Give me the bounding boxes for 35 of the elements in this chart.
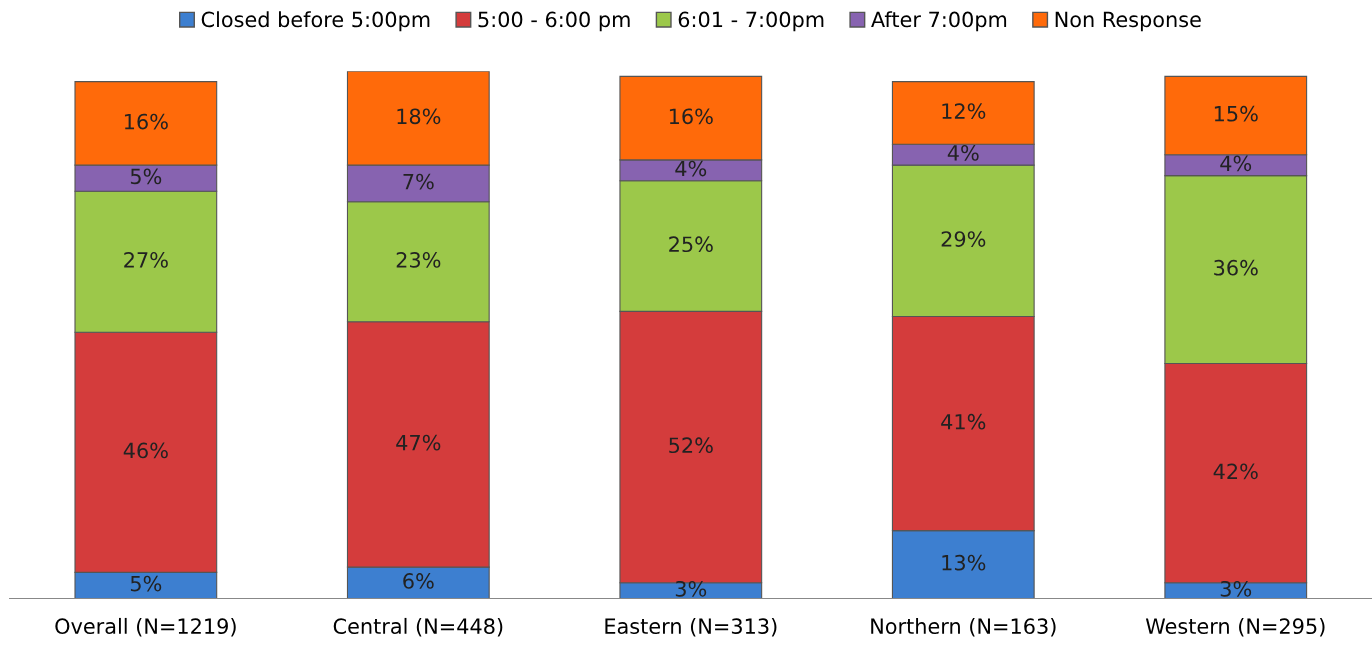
data-label: 18% — [397, 108, 441, 125]
data-label: 16% — [669, 108, 713, 125]
data-label: 27% — [124, 252, 168, 268]
data-label: 25% — [669, 236, 713, 253]
data-label: 29% — [941, 231, 986, 247]
legend-label: Closed before 5:00pm — [201, 11, 430, 32]
legend-label: 5:00 - 6:00 pm — [478, 11, 630, 32]
x-tick-label: Overall (N=1219) — [55, 617, 236, 637]
data-label: 16% — [124, 113, 168, 130]
data-label: 4% — [947, 144, 979, 161]
legend-label: After 7:00pm — [871, 11, 1007, 32]
x-tick-label: Central (N=448) — [333, 617, 503, 637]
data-label: 3% — [675, 580, 707, 597]
legend-label: Non Response — [1055, 11, 1201, 32]
data-label: 15% — [1214, 105, 1258, 122]
data-label: 36% — [1214, 259, 1258, 276]
data-label: 23% — [396, 252, 441, 268]
data-label: 47% — [396, 434, 441, 451]
x-tick-label: Northern (N=163) — [871, 617, 1056, 637]
data-label: 42% — [1213, 463, 1258, 480]
x-tick-label: Western (N=295) — [1145, 617, 1325, 637]
data-label: 7% — [403, 173, 434, 190]
legend-label: 6:01 - 7:00pm — [678, 11, 824, 32]
data-label: 46% — [123, 442, 168, 459]
data-label: 12% — [942, 103, 986, 119]
x-tick-label: Eastern (N=313) — [605, 617, 777, 637]
data-label: 5% — [130, 575, 162, 592]
data-label: 3% — [1220, 580, 1252, 597]
data-label: 5% — [130, 168, 162, 185]
data-label: 41% — [941, 413, 986, 430]
data-label: 13% — [942, 554, 986, 571]
data-label: 4% — [1220, 155, 1252, 172]
data-label: 52% — [669, 437, 713, 454]
data-label: 6% — [403, 573, 434, 589]
data-label: 4% — [675, 160, 707, 177]
